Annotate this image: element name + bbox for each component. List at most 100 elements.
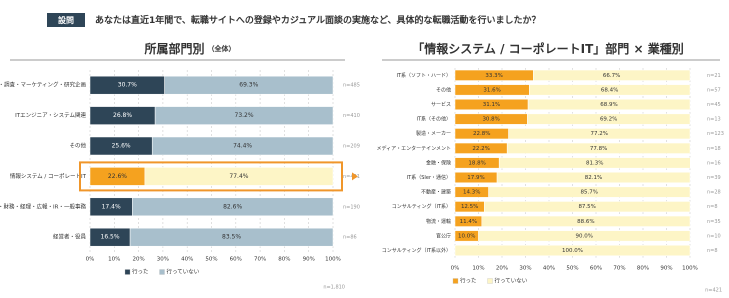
value-label: 16.5% [101, 234, 120, 241]
value-label: 66.7% [603, 73, 620, 79]
x-tick-label: 40% [181, 257, 193, 263]
legend-swatch [487, 278, 493, 284]
x-tick-label: 80% [637, 266, 649, 272]
value-label: 69.2% [600, 117, 617, 123]
n-label: n=45 [707, 102, 721, 108]
x-tick-label: 20% [496, 266, 508, 272]
value-label: 83.5% [222, 234, 241, 241]
category-label: 総務・人事・財務・経理・広報・IR・一般事務 [0, 202, 86, 210]
value-label: 30.7% [118, 82, 137, 89]
bar-segment [496, 172, 691, 183]
value-label: 88.6% [577, 219, 594, 225]
x-tick-label: 50% [205, 257, 217, 263]
x-tick-label: 60% [230, 257, 242, 263]
n-label: n=123 [707, 131, 724, 137]
category-label: IT系（SIer・通信） [407, 174, 451, 181]
category-label: ITエンジニア・システム関連 [15, 111, 86, 119]
bar-segment [527, 113, 691, 125]
value-label: 77.4% [229, 173, 248, 180]
bar-segment [498, 157, 691, 169]
value-label: 82.6% [223, 203, 242, 210]
x-tick-label: 70% [613, 266, 625, 272]
bar-segment [527, 99, 691, 110]
n-label: n=190 [343, 204, 360, 210]
x-tick-label: 30% [519, 266, 531, 272]
value-label: 10.0% [458, 233, 475, 239]
value-label: 73.2% [235, 112, 254, 119]
n-label: n=57 [707, 87, 721, 93]
x-tick-label: 60% [590, 266, 602, 272]
bar-segment [164, 75, 334, 95]
value-label: 26.8% [113, 112, 132, 119]
bar-segment [508, 128, 691, 140]
x-tick-label: 100% [682, 266, 698, 272]
value-label: 68.9% [600, 102, 617, 108]
category-label: IT系（その他） [416, 116, 451, 123]
n-label: n=8 [707, 204, 718, 210]
value-label: 87.5% [578, 204, 595, 210]
question: あなたは直近1年間で、転職サイトへの登録やカジュアル面談の実施など、具体的な転職… [95, 14, 541, 26]
category-label: 情報システム / コーポレートIT [10, 172, 87, 180]
total-n: n=421 [705, 288, 722, 294]
x-tick-label: 0% [451, 266, 460, 272]
category-label: 製造・メーカー [416, 130, 451, 137]
value-label: 22.6% [108, 173, 127, 180]
n-label: n=28 [707, 190, 721, 196]
value-label: 100.0% [562, 248, 583, 254]
x-tick-label: 80% [278, 257, 290, 263]
value-label: 82.1% [585, 175, 602, 181]
n-label: n=10 [707, 233, 721, 239]
value-label: 68.4% [601, 87, 618, 93]
badge: 設問 [58, 15, 74, 25]
value-label: 90.0% [576, 233, 593, 239]
value-label: 81.3% [586, 160, 603, 166]
category-label: 経営者・役員 [53, 233, 87, 241]
x-tick-label: 100% [325, 257, 341, 263]
category-label: 不動産・建築 [421, 189, 451, 196]
value-label: 22.2% [472, 146, 489, 152]
n-label: n=86 [343, 235, 357, 241]
value-label: 11.4% [460, 219, 477, 225]
value-label: 74.4% [233, 143, 252, 150]
value-label: 77.2% [591, 131, 608, 137]
category-label: その他 [69, 142, 86, 150]
bar-segment [529, 84, 691, 96]
arrow [352, 172, 358, 181]
x-tick-label: 90% [660, 266, 672, 272]
bar-segment [481, 215, 691, 227]
n-label: n=35 [707, 219, 721, 225]
x-tick-label: 50% [566, 266, 578, 272]
category-label: コンサルティング（IT系以外） [382, 247, 451, 254]
legend-label: 行った [460, 277, 477, 285]
category-label: メディア・エンターテインメント [376, 145, 451, 152]
legend-swatch [159, 269, 165, 275]
badge-bg [47, 13, 85, 27]
chart-title: 「情報システム / コーポレートIT」部門 × 業種別 [412, 41, 683, 56]
n-label: n=21 [707, 73, 721, 79]
value-label: 30.8% [482, 117, 499, 123]
category-label: その他 [436, 86, 451, 93]
n-label: n=410 [343, 113, 360, 119]
legend-swatch [124, 269, 131, 275]
value-label: 31.1% [483, 102, 500, 108]
n-label: n=13 [707, 117, 721, 123]
title-text: 所属部門別 [144, 41, 204, 56]
category-label: 金融・保険 [426, 159, 451, 166]
category-label: 官公庁 [436, 232, 451, 239]
x-tick-label: 0% [86, 257, 95, 263]
n-label: n=18 [707, 146, 721, 152]
n-label: n=16 [707, 160, 721, 166]
value-label: 31.6% [483, 87, 500, 93]
legend-swatch [452, 278, 459, 284]
category-label: サービス [431, 101, 451, 108]
x-tick-label: 90% [303, 257, 315, 263]
value-label: 69.3% [239, 82, 258, 89]
bar-segment [506, 142, 691, 154]
value-label: 85.7% [581, 190, 598, 196]
n-label: n=485 [343, 83, 360, 89]
n-label: n=421 [343, 174, 360, 180]
n-label: n=209 [343, 144, 360, 150]
subtitle: （全体） [208, 44, 236, 53]
